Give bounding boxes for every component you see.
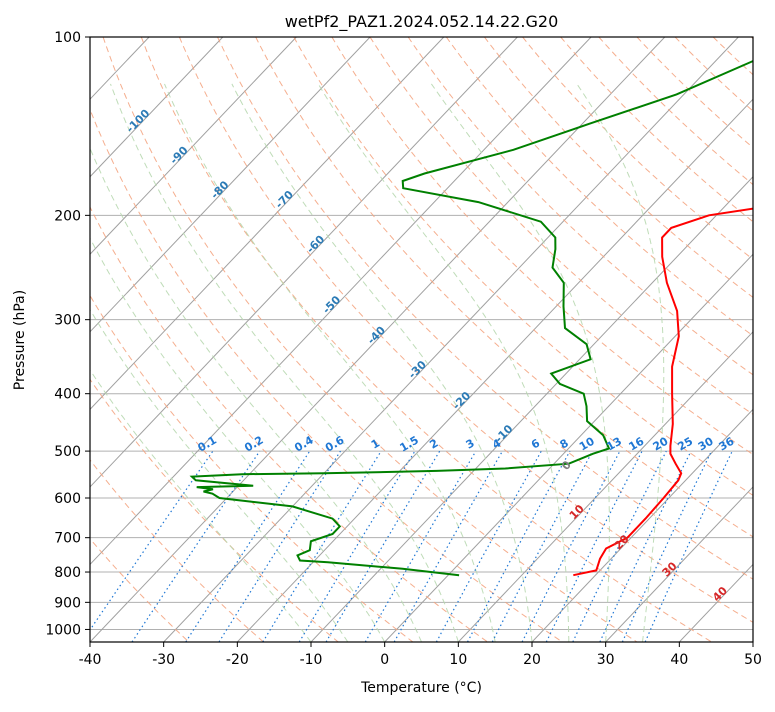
dry-adiabat-line <box>256 37 775 642</box>
isotherm-label-red: 40 <box>710 584 730 604</box>
background-lines-layer <box>0 37 775 642</box>
dry-adiabat-line <box>561 37 775 642</box>
x-tick-label: 10 <box>449 652 467 668</box>
isotherm-label-gray: 0 <box>559 458 574 473</box>
mixing-ratio-line <box>263 451 381 642</box>
mixing-ratio-line <box>645 451 732 642</box>
x-tick-label: -10 <box>300 652 323 668</box>
mixing-ratio-line <box>436 451 541 642</box>
x-axis-title: Temperature (°C) <box>360 680 482 696</box>
isotherm-label: -90 <box>167 144 190 167</box>
isotherm-label: -50 <box>320 293 343 316</box>
isotherm-label: -20 <box>450 389 473 412</box>
isotherm-line <box>0 37 2 642</box>
temperature-profile-line <box>573 37 775 575</box>
mixing-ratio-label: 2 <box>427 437 440 452</box>
dry-adiabat-line <box>599 37 775 642</box>
y-tick-label: 200 <box>54 208 81 224</box>
isotherm-line <box>753 37 775 642</box>
isotherm-label: -100 <box>124 107 153 136</box>
mixing-ratio-label: 1 <box>369 437 382 452</box>
isotherm-line <box>0 37 223 642</box>
y-tick-label: 400 <box>54 387 81 403</box>
mixing-ratio-label: 8 <box>558 437 571 452</box>
isotherm-label-red: 10 <box>567 502 587 522</box>
y-tick-label: 800 <box>54 565 81 581</box>
moist-adiabat-line <box>29 84 385 642</box>
mixing-ratio-line <box>299 451 415 642</box>
dry-adiabat-line <box>523 37 775 642</box>
dry-adiabat-line <box>0 37 338 642</box>
mixing-ratio-label: 6 <box>529 436 542 451</box>
chart-title: wetPf2_PAZ1.2024.052.14.22.G20 <box>285 12 559 32</box>
x-tick-label: 50 <box>744 652 762 668</box>
isotherm-label: -40 <box>365 324 388 347</box>
isotherm-line <box>0 37 296 642</box>
isotherm-line <box>532 37 775 642</box>
isotherm-line <box>679 37 775 642</box>
plot-frame <box>90 37 753 642</box>
dry-adiabat-line <box>713 37 775 642</box>
moist-adiabat-line <box>0 84 311 642</box>
mixing-ratio-line <box>219 451 341 642</box>
mixing-ratio-line <box>186 451 310 642</box>
y-tick-label: 700 <box>54 531 81 547</box>
mixing-ratio-line <box>326 451 440 642</box>
dry-adiabat-line <box>27 37 488 642</box>
mixing-ratio-line <box>546 451 642 642</box>
x-tick-label: 40 <box>670 652 688 668</box>
x-tick-label: 0 <box>380 652 389 668</box>
x-tick-label: -30 <box>152 652 175 668</box>
x-tick-label: -40 <box>79 652 102 668</box>
mixing-ratio-line <box>82 451 213 642</box>
y-tick-label: 900 <box>54 595 81 611</box>
y-tick-label: 600 <box>54 491 81 507</box>
isotherm-label-red: 30 <box>660 559 680 579</box>
isotherm-line <box>0 37 370 642</box>
dry-adiabat-line <box>141 37 711 642</box>
dry-adiabat-line <box>0 37 189 642</box>
moist-adiabat-line <box>0 84 348 642</box>
mixing-ratio-line <box>365 451 476 642</box>
mixing-ratio-line <box>492 451 592 642</box>
mixing-ratio-line <box>600 451 691 642</box>
y-tick-label: 100 <box>54 30 81 46</box>
y-tick-label: 1000 <box>45 622 81 638</box>
dry-adiabat-line <box>484 37 775 642</box>
isotherm-line <box>606 37 775 642</box>
mixing-ratio-line <box>468 451 570 642</box>
y-axis-title: Pressure (hPa) <box>12 290 28 390</box>
isotherm-label: -70 <box>273 188 296 211</box>
x-tick-label: 20 <box>523 652 541 668</box>
x-tick-label: 30 <box>597 652 615 668</box>
dry-adiabat-line <box>637 37 775 642</box>
dry-adiabat-line <box>675 37 775 642</box>
mixing-ratio-label: 3 <box>464 437 477 452</box>
dry-adiabat-line <box>0 37 413 642</box>
y-tick-label: 300 <box>54 313 81 329</box>
dry-adiabat-line <box>751 37 775 642</box>
y-tick-label: 500 <box>54 444 81 460</box>
x-tick-label: -20 <box>226 652 249 668</box>
